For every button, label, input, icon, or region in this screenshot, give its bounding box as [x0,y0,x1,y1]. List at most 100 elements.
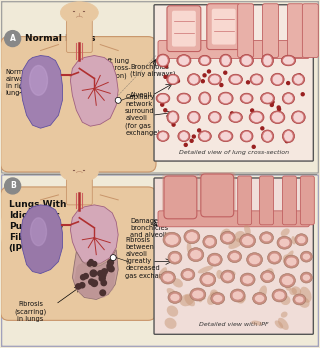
Ellipse shape [198,131,211,142]
Ellipse shape [249,111,264,124]
Ellipse shape [157,131,169,141]
Ellipse shape [158,132,168,141]
Ellipse shape [179,132,188,141]
Circle shape [89,279,94,285]
Ellipse shape [167,288,177,298]
Circle shape [203,74,206,77]
Ellipse shape [227,270,236,276]
Circle shape [161,99,164,102]
Circle shape [277,108,281,111]
Ellipse shape [210,290,219,299]
Circle shape [220,84,223,87]
Circle shape [87,261,92,266]
Text: Fibrosis
(scarring)
in lungs: Fibrosis (scarring) in lungs [14,301,47,322]
Ellipse shape [295,234,308,246]
FancyBboxPatch shape [238,176,252,225]
Ellipse shape [261,54,274,67]
Ellipse shape [218,92,233,104]
Circle shape [115,97,121,103]
Circle shape [98,271,103,276]
Ellipse shape [168,251,182,264]
Ellipse shape [280,295,291,305]
Ellipse shape [163,273,173,282]
Ellipse shape [284,131,293,142]
Ellipse shape [163,232,181,247]
Ellipse shape [230,253,240,261]
Ellipse shape [252,292,267,304]
Ellipse shape [186,232,198,242]
Ellipse shape [279,238,290,247]
Circle shape [100,290,106,295]
Ellipse shape [283,56,294,65]
Ellipse shape [210,75,220,84]
Ellipse shape [249,255,260,264]
FancyBboxPatch shape [207,4,241,49]
Circle shape [102,269,107,275]
Circle shape [207,70,211,73]
Circle shape [90,270,97,277]
Ellipse shape [168,112,178,122]
Ellipse shape [279,274,295,287]
Ellipse shape [222,233,233,242]
Polygon shape [72,250,118,299]
Ellipse shape [220,231,235,244]
Ellipse shape [205,237,215,246]
Circle shape [101,280,107,286]
Ellipse shape [230,113,241,121]
Ellipse shape [232,291,243,300]
Ellipse shape [167,111,179,124]
Circle shape [251,109,254,112]
FancyBboxPatch shape [302,4,318,57]
Ellipse shape [255,294,265,302]
Ellipse shape [295,296,304,303]
Text: Normal Lungs: Normal Lungs [25,34,95,43]
Ellipse shape [190,250,202,260]
Ellipse shape [242,275,253,284]
Ellipse shape [251,112,262,122]
Ellipse shape [289,288,297,295]
Ellipse shape [240,273,255,286]
Ellipse shape [220,54,232,67]
Text: Lungs With
Idiopathic
Pulmonary
Fibrosis
(IPF): Lungs With Idiopathic Pulmonary Fibrosis… [9,200,66,253]
Ellipse shape [179,94,189,103]
Ellipse shape [189,112,199,122]
Ellipse shape [220,229,230,239]
Ellipse shape [284,255,299,268]
Ellipse shape [244,224,251,236]
Circle shape [298,74,301,77]
Ellipse shape [158,94,168,102]
FancyBboxPatch shape [300,176,314,225]
Ellipse shape [192,290,204,299]
FancyBboxPatch shape [158,211,309,227]
Text: Left lung
(in cross-
section): Left lung (in cross- section) [100,57,131,79]
FancyBboxPatch shape [1,37,156,172]
Ellipse shape [177,93,191,104]
Circle shape [252,145,255,148]
Ellipse shape [247,253,262,267]
Ellipse shape [261,130,274,142]
Ellipse shape [229,112,243,122]
Ellipse shape [187,242,191,254]
Ellipse shape [184,230,200,244]
Ellipse shape [299,297,310,308]
Text: B: B [10,181,15,190]
Ellipse shape [216,270,223,279]
Ellipse shape [199,55,211,66]
Text: Alveoli: Alveoli [130,92,152,98]
Ellipse shape [60,162,98,182]
Ellipse shape [235,231,246,243]
Ellipse shape [300,251,312,262]
Ellipse shape [188,74,200,85]
FancyBboxPatch shape [154,178,313,334]
FancyBboxPatch shape [158,41,309,58]
Ellipse shape [286,257,297,266]
Ellipse shape [184,295,195,306]
Circle shape [164,75,167,78]
Ellipse shape [164,232,172,238]
Ellipse shape [291,236,296,244]
Circle shape [99,275,105,281]
Ellipse shape [228,251,242,263]
Ellipse shape [260,271,275,283]
Circle shape [172,123,175,126]
Ellipse shape [281,228,290,236]
